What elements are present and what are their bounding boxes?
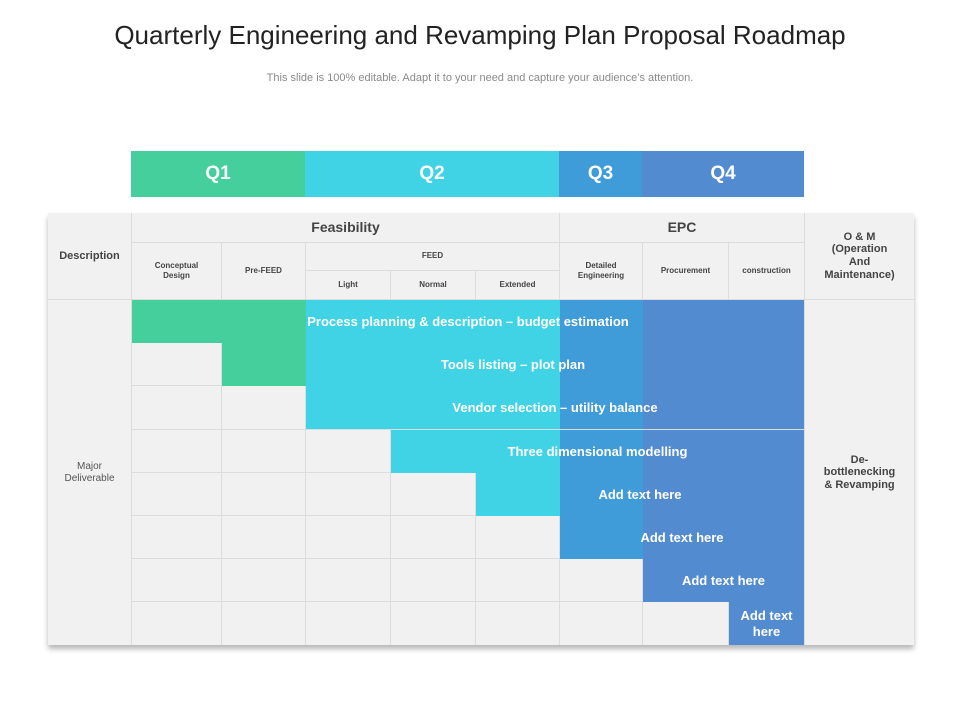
header-procurement: Procurement: [660, 265, 711, 275]
quarter-q1: Q1: [131, 147, 305, 201]
deliverable-label: Add text here: [598, 486, 682, 502]
bar-segment-midblue: [560, 343, 643, 386]
bar-segment-blue: [643, 559, 804, 602]
deliverable-label: Add text here: [681, 572, 766, 588]
deliverable-label: Add text here: [740, 607, 793, 639]
grid-line: [132, 558, 804, 559]
bar-segment-midblue: [560, 386, 643, 429]
deliverable-label: Add text here: [640, 529, 724, 545]
header-epc: EPC: [667, 219, 697, 236]
bar-segment-cyan: [306, 343, 560, 386]
grid-line: [804, 213, 805, 645]
roadmap-table: Description Feasibility EPC O & M (Opera…: [48, 213, 914, 645]
bar-segment-cyan: [391, 430, 560, 473]
bar-segment-blue: [643, 516, 804, 559]
header-om: O & M (Operation And Maintenance): [824, 230, 895, 281]
header-feed: FEED: [421, 251, 444, 261]
bar-segment-midblue: [560, 430, 643, 473]
bar-segment-blue: [729, 602, 804, 645]
bar-segment-green: [132, 300, 306, 343]
grid-line: [132, 429, 804, 430]
grid-line: [132, 242, 804, 243]
bar-segment-blue: [643, 473, 804, 516]
om-deliverable: De-bottlenecking & Revamping: [823, 453, 896, 491]
quarter-q4: Q4: [642, 147, 804, 201]
header-pre-feed: Pre-FEED: [245, 265, 282, 275]
bar-segment-midblue: [560, 473, 643, 516]
bar-segment-green: [222, 343, 306, 386]
bar-segment-cyan: [306, 300, 560, 343]
slide-subtitle: This slide is 100% editable. Adapt it to…: [266, 72, 694, 84]
bar-segment-blue: [643, 343, 804, 386]
grid-line: [48, 299, 914, 300]
deliverable-label: Three dimensional modelling: [507, 443, 688, 459]
header-detailed-engineering: Detailed Engineering: [577, 261, 625, 280]
header-extended: Extended: [499, 279, 536, 289]
deliverable-label: Process planning & description – budget …: [307, 313, 629, 329]
bar-segment-blue: [643, 300, 804, 343]
header-light: Light: [338, 279, 358, 289]
deliverable-label: Vendor selection – utility balance: [452, 399, 658, 415]
header-normal: Normal: [419, 279, 447, 289]
row-label-major-deliverable: Major Deliverable: [64, 461, 115, 484]
grid-line: [131, 213, 132, 645]
grid-line: [390, 270, 391, 645]
bar-segment-cyan: [306, 386, 560, 429]
bar-segment-midblue: [560, 300, 643, 343]
deliverable-label: Tools listing – plot plan: [440, 356, 586, 372]
bar-segment-cyan: [476, 473, 560, 516]
header-conceptual-design: Conceptual Design: [154, 261, 199, 280]
slide-title: Quarterly Engineering and Revamping Plan…: [114, 20, 846, 50]
header-description: Description: [59, 249, 120, 262]
header-construction: construction: [742, 265, 791, 275]
grid-line: [221, 242, 222, 645]
bar-segment-midblue: [560, 516, 643, 559]
quarter-q2: Q2: [305, 147, 559, 201]
quarter-q3: Q3: [559, 147, 642, 201]
grid-line: [305, 242, 306, 645]
grid-line: [132, 515, 804, 516]
bar-segment-blue: [643, 430, 804, 473]
header-feasibility: Feasibility: [311, 219, 380, 236]
bar-segment-blue: [643, 386, 804, 429]
grid-line: [132, 601, 804, 602]
grid-line: [306, 270, 559, 271]
